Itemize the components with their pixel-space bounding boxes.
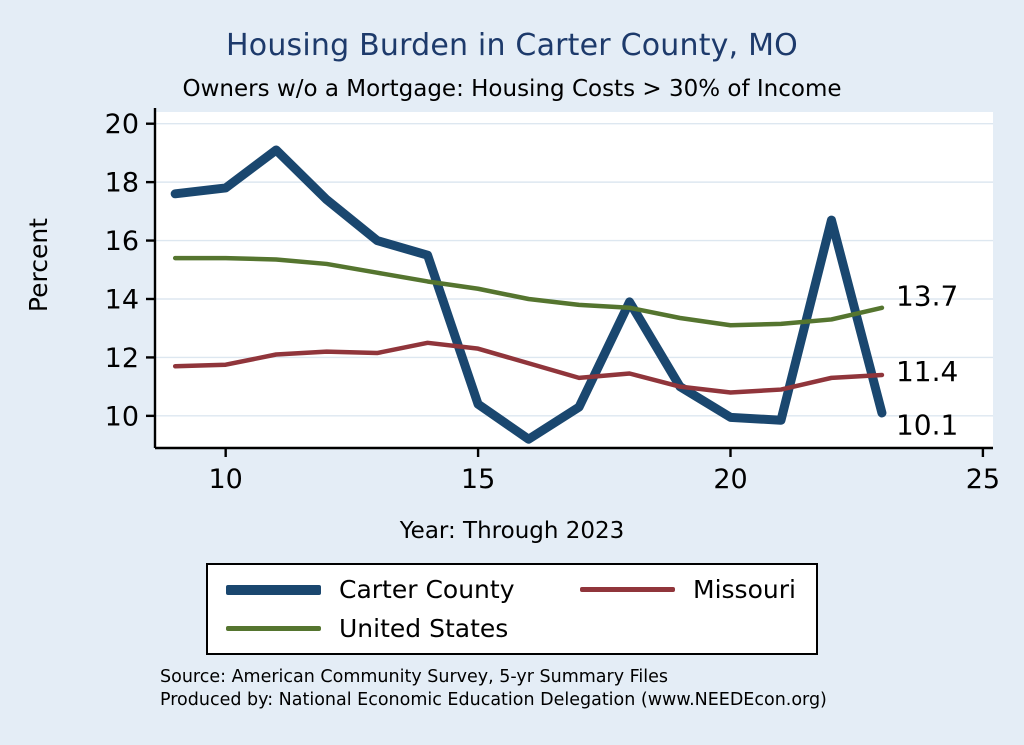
legend-label-missouri: Missouri [693,575,796,604]
y-axis-title: Percent [24,218,53,313]
chart-subtitle: Owners w/o a Mortgage: Housing Costs > 3… [182,76,842,102]
y-tick-label: 12 [105,343,139,374]
x-tick-label: 25 [966,464,1000,495]
y-tick-label: 20 [105,109,139,140]
source-line-2: Produced by: National Economic Education… [160,690,827,710]
x-tick-label: 20 [713,464,747,495]
end-label-united-states: 13.7 [896,280,958,313]
carter-county-line-swatch [226,584,321,595]
y-tick-label: 10 [105,401,139,432]
end-label-missouri: 11.4 [896,355,958,388]
united-states-line-swatch [226,626,321,631]
axes [153,108,993,450]
legend-item-missouri: Missouri [580,575,816,604]
x-axis-ticks: 10 15 20 25 [208,448,1000,495]
series-line-carter-county [170,145,887,444]
plot-area [155,112,993,448]
gridlines [155,122,993,417]
y-tick-label: 16 [105,226,139,257]
y-tick-label: 14 [105,284,139,315]
series-line-missouri [172,340,885,395]
x-tick-label: 15 [461,464,495,495]
legend-item-carter-county: Carter County [226,575,580,604]
legend-label-carter-county: Carter County [339,575,515,604]
end-labels: 10.1 11.4 13.7 [896,280,958,442]
y-axis-ticks: 10 12 14 16 18 20 [105,109,155,432]
missouri-line-swatch [580,587,675,592]
chart-title: Housing Burden in Carter County, MO [226,28,798,63]
legend-label-united-states: United States [339,614,509,643]
source-line-1: Source: American Community Survey, 5-yr … [160,667,669,687]
x-axis-title: Year: Through 2023 [399,518,625,544]
legend-item-united-states: United States [226,614,580,643]
series-line-united-states [172,255,885,328]
x-tick-label: 10 [208,464,242,495]
end-label-carter-county: 10.1 [896,409,958,442]
legend: Carter County Missouri United States [206,563,818,655]
y-tick-label: 18 [105,168,139,199]
source-note: Source: American Community Survey, 5-yr … [160,666,827,712]
